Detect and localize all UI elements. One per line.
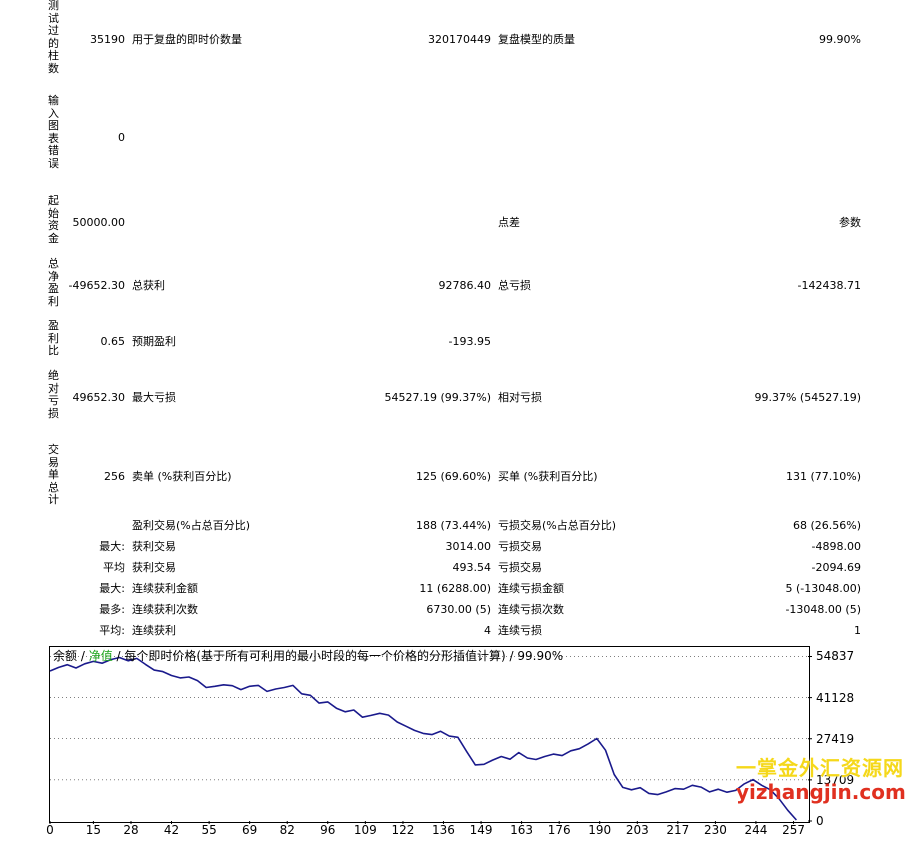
detail-value-2: -13048.00 (5) xyxy=(785,603,861,616)
detail-label-1: 连续获利金额 xyxy=(132,582,198,595)
gross-loss-value: -142438.71 xyxy=(797,279,861,292)
legend-balance: 余额 xyxy=(53,649,78,663)
gross-profit-label: 总获利 xyxy=(132,279,165,292)
chart-legend: 余额 / 净值 / 每个即时价格(基于所有可利用的最小时段的每一个价格的分形插值… xyxy=(53,648,563,664)
detail-value-2: -4898.00 xyxy=(811,540,861,553)
short-positions-value: 125 (69.60%) xyxy=(415,470,491,483)
x-tick-label: 28 xyxy=(123,823,139,837)
label-total-trades: 交 易 单 总 计 xyxy=(48,443,59,507)
initial-deposit-value: 50000.00 xyxy=(72,216,126,229)
bars-tested-value: 35190 xyxy=(90,33,125,46)
y-tick-label: 13709 xyxy=(816,772,855,787)
label-bars-tested: 测 试 过 的 柱 数 xyxy=(48,0,59,75)
legend-separator: / xyxy=(112,649,125,663)
detail-label-1: 获利交易 xyxy=(132,540,176,553)
watermark-url: yizhangjin.com xyxy=(736,780,906,804)
x-tick-label: 176 xyxy=(547,823,571,837)
y-tick-label: 0 xyxy=(816,814,824,828)
absolute-drawdown-value: 49652.30 xyxy=(72,391,126,404)
legend-description: 每个即时价格(基于所有可利用的最小时段的每一个价格的分形插值计算) / 99.9… xyxy=(124,649,564,663)
detail-label-2: 亏损交易 xyxy=(498,540,542,553)
profit-trades-label: 盈利交易(%占总百分比) xyxy=(132,519,251,532)
detail-label-2: 连续亏损次数 xyxy=(498,603,564,616)
x-tick-label: 109 xyxy=(353,823,377,837)
detail-prefix: 平均 xyxy=(103,561,125,574)
ticks-value: 320170449 xyxy=(428,33,491,46)
max-drawdown-value: 54527.19 (99.37%) xyxy=(384,391,491,404)
detail-value-1: 11 (6288.00) xyxy=(419,582,491,595)
x-tick-label: 96 xyxy=(320,823,336,837)
x-tick-label: 230 xyxy=(703,823,727,837)
detail-value-1: 493.54 xyxy=(452,561,492,574)
label-chart-errors: 输 入 图 表 错 误 xyxy=(48,94,59,170)
x-tick-label: 257 xyxy=(782,823,805,837)
balance-series-line xyxy=(49,656,797,821)
detail-prefix: 最大: xyxy=(99,582,125,595)
detail-label-2: 连续亏损金额 xyxy=(498,582,564,595)
gross-profit-value: 92786.40 xyxy=(438,279,492,292)
label-initial-deposit: 起 始 资 金 xyxy=(48,194,59,245)
detail-value-1: 4 xyxy=(484,624,491,637)
detail-label-1: 连续获利 xyxy=(132,624,176,637)
detail-value-1: 6730.00 (5) xyxy=(426,603,491,616)
y-tick-label: 27419 xyxy=(816,731,855,746)
long-positions-label: 买单 (%获利百分比) xyxy=(498,470,598,483)
x-tick-label: 149 xyxy=(469,823,493,837)
relative-drawdown-label: 相对亏损 xyxy=(498,391,542,404)
loss-trades-value: 68 (26.56%) xyxy=(792,519,861,532)
loss-trades-label: 亏损交易(%占总百分比) xyxy=(498,519,617,532)
label-profit-factor: 盈 利 比 xyxy=(48,319,59,358)
x-tick-label: 244 xyxy=(744,823,768,837)
label-absolute-drawdown: 绝 对 亏 损 xyxy=(48,369,59,420)
x-tick-label: 122 xyxy=(391,823,415,837)
y-tick-label: 54837 xyxy=(816,649,855,664)
x-tick-label: 55 xyxy=(201,823,217,837)
gross-loss-label: 总亏损 xyxy=(498,279,531,292)
quality-label: 复盘模型的质量 xyxy=(498,33,575,46)
x-tick-label: 163 xyxy=(510,823,534,837)
max-drawdown-label: 最大亏损 xyxy=(132,391,176,404)
detail-prefix: 最大: xyxy=(99,540,125,553)
x-tick-label: 217 xyxy=(666,823,690,837)
relative-drawdown-value: 99.37% (54527.19) xyxy=(754,391,861,404)
x-tick-label: 203 xyxy=(625,823,649,837)
detail-label-1: 获利交易 xyxy=(132,561,176,574)
detail-value-2: 1 xyxy=(854,624,861,637)
y-tick-label: 41128 xyxy=(816,690,855,705)
detail-prefix: 最多: xyxy=(99,603,125,616)
ticks-label: 用于复盘的即时价数量 xyxy=(132,33,242,46)
x-tick-label: 15 xyxy=(85,823,102,837)
total-net-profit-value: -49652.30 xyxy=(68,279,125,292)
detail-value-2: 5 (-13048.00) xyxy=(785,582,861,595)
detail-value-2: -2094.69 xyxy=(811,561,861,574)
detail-label-2: 亏损交易 xyxy=(498,561,542,574)
detail-label-2: 连续亏损 xyxy=(498,624,542,637)
profit-factor-value: 0.65 xyxy=(100,335,126,348)
long-positions-value: 131 (77.10%) xyxy=(785,470,861,483)
detail-value-1: 3014.00 xyxy=(445,540,492,553)
profit-trades-value: 188 (73.44%) xyxy=(415,519,491,532)
watermark-site-name: 一掌金外汇资源网 xyxy=(736,756,904,780)
expected-payoff-label: 预期盈利 xyxy=(132,335,176,348)
legend-separator: / xyxy=(77,649,89,663)
detail-label-1: 连续获利次数 xyxy=(132,603,198,616)
expected-payoff-value: -193.95 xyxy=(448,335,491,348)
parameters-label: 参数 xyxy=(839,216,861,229)
short-positions-label: 卖单 (%获利百分比) xyxy=(132,470,232,483)
x-tick-label: 136 xyxy=(432,823,455,837)
legend-equity: 净值 xyxy=(88,649,113,663)
x-tick-label: 82 xyxy=(279,823,295,837)
chart-errors-value: 0 xyxy=(118,131,125,144)
label-total-net-profit: 总 净 盈 利 xyxy=(48,257,59,308)
detail-prefix: 平均: xyxy=(99,624,125,637)
x-tick-label: 69 xyxy=(241,823,258,837)
x-tick-label: 0 xyxy=(46,823,54,837)
total-trades-value: 256 xyxy=(104,470,125,483)
x-tick-label: 42 xyxy=(163,823,180,837)
quality-value: 99.90% xyxy=(819,33,861,46)
spread-label: 点差 xyxy=(498,216,520,229)
x-tick-label: 190 xyxy=(588,823,612,837)
